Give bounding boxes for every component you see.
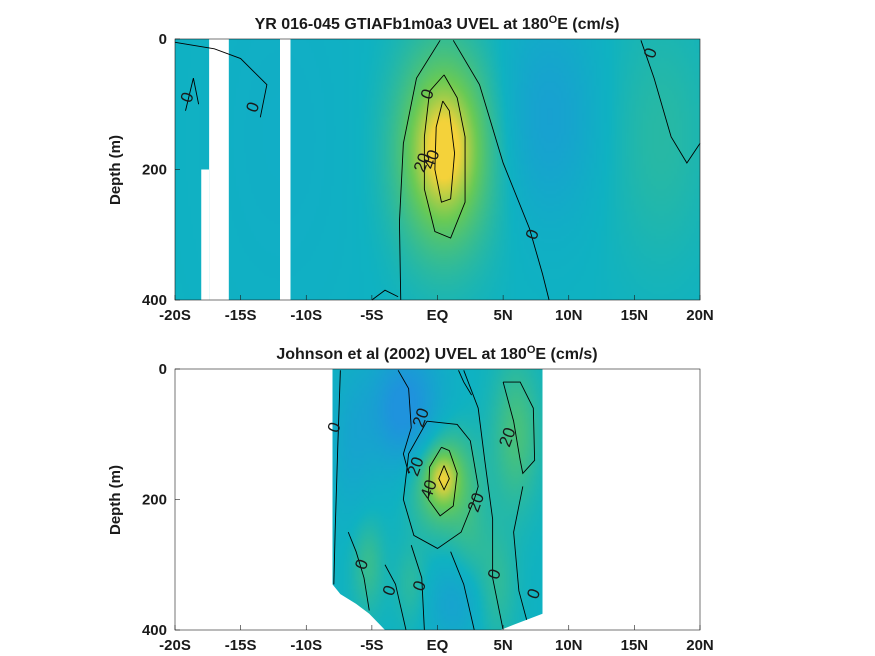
- contour-line: [371, 289, 399, 301]
- y-tick-label: 0: [159, 361, 167, 378]
- x-tick-label: -5S: [360, 637, 383, 654]
- bottom-panel-ylabel: Depth (m): [107, 465, 124, 535]
- contour-line: [434, 100, 456, 203]
- y-tick-label: 200: [142, 162, 167, 179]
- x-tick-label: 10N: [555, 637, 583, 654]
- x-tick-label: -10S: [290, 307, 322, 324]
- bottom-panel: Johnson et al (2002) UVEL at 180OE (cm/s…: [107, 344, 714, 654]
- x-tick-label: 20N: [686, 307, 714, 324]
- contour-line: [333, 370, 341, 585]
- x-tick-label: 5N: [494, 307, 513, 324]
- y-tick-label: 400: [142, 622, 167, 639]
- contour-line: [410, 545, 425, 630]
- x-tick-label: 5N: [494, 637, 513, 654]
- x-tick-label: -20S: [159, 307, 191, 324]
- bottom-panel-contours: [333, 370, 536, 630]
- contour-line: [402, 420, 479, 549]
- contour-line: [174, 41, 268, 118]
- bottom-panel-heatmap: [332, 369, 543, 630]
- contour-line: [438, 465, 450, 491]
- missing-data-region: [280, 39, 291, 300]
- x-tick-label: 10N: [555, 307, 583, 324]
- y-tick-label: 400: [142, 292, 167, 309]
- x-tick-label: -15S: [225, 307, 257, 324]
- contour-line: [427, 446, 458, 517]
- y-tick-label: 0: [159, 31, 167, 48]
- contour-line: [452, 40, 550, 301]
- x-tick-label: 20N: [686, 637, 714, 654]
- y-tick-label: 200: [142, 492, 167, 509]
- contour-line: [397, 370, 412, 474]
- contour-line: [463, 370, 504, 630]
- x-tick-label: EQ: [427, 307, 449, 324]
- x-tick-label: -20S: [159, 637, 191, 654]
- x-tick-label: 15N: [621, 637, 649, 654]
- contour-line: [450, 551, 475, 630]
- x-tick-label: -15S: [225, 637, 257, 654]
- contour-line: [185, 78, 200, 111]
- contour-line: [458, 370, 473, 396]
- contour-line: [423, 74, 466, 239]
- contour-line: [640, 40, 701, 164]
- contour-line: [513, 486, 530, 630]
- x-tick-label: -5S: [360, 307, 383, 324]
- x-tick-label: -10S: [290, 637, 322, 654]
- bottom-panel-title: Johnson et al (2002) UVEL at 180OE (cm/s…: [276, 344, 597, 363]
- top-panel-missing-data: [201, 39, 291, 300]
- top-panel: YR 016-045 GTIAFb1m0a3 UVEL at 180OE (cm…: [107, 14, 714, 324]
- contour-line: [384, 564, 407, 630]
- contour-line: [502, 381, 536, 475]
- contour-line: [347, 531, 370, 611]
- x-tick-label: EQ: [427, 637, 449, 654]
- top-panel-title: YR 016-045 GTIAFb1m0a3 UVEL at 180OE (cm…: [255, 14, 620, 33]
- missing-data-region: [201, 169, 210, 300]
- bottom-panel-ticks: -20S -15S -10S -5S EQ 5N 10N 15N 20N 0 200 400: [142, 361, 714, 654]
- top-panel-ylabel: Depth (m): [107, 135, 124, 205]
- top-panel-ticks: -20S -15S -10S -5S EQ 5N 10N 15N 20N 0 200 400: [142, 31, 714, 324]
- missing-data-region: [209, 39, 229, 300]
- x-tick-label: 15N: [621, 307, 649, 324]
- contour-line: [398, 40, 441, 301]
